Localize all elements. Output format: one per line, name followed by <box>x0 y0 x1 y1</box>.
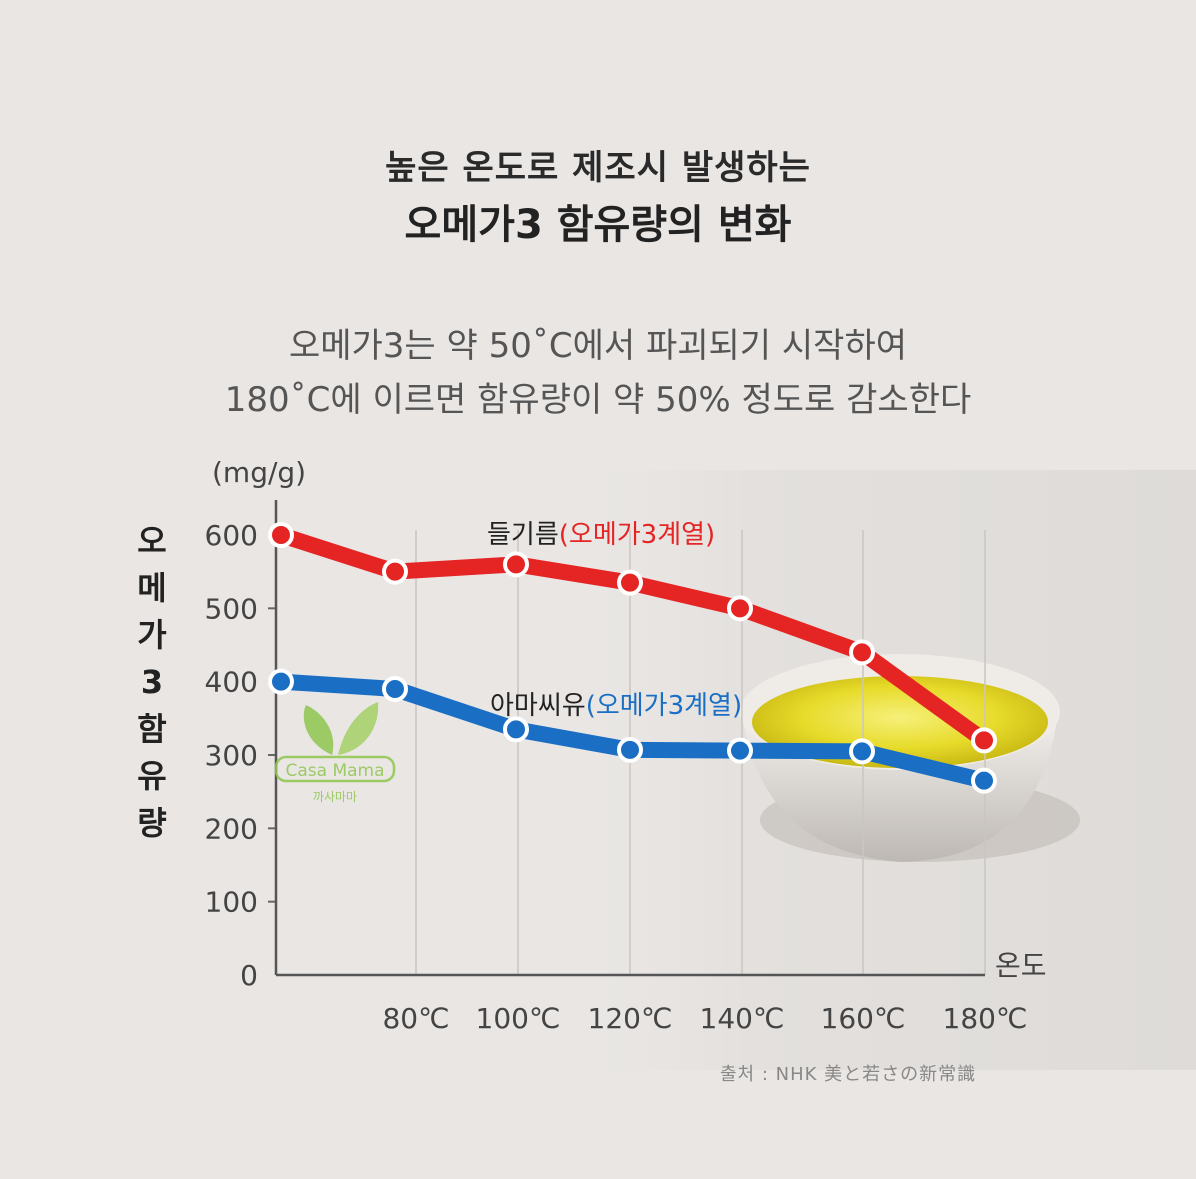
x-tick-label: 160℃ <box>821 1002 906 1035</box>
series-1-point <box>849 738 875 765</box>
watermark-sub: 까사마마 <box>313 790 357 804</box>
y-tick-label: 0 <box>240 959 258 992</box>
y-tick-label: 600 <box>205 519 258 552</box>
y-tick-label: 100 <box>205 886 258 919</box>
y-axis-title-char: 가 <box>137 616 167 654</box>
series-label-0: 들기름(오메가3계열) <box>487 520 715 550</box>
y-tick-label: 200 <box>205 812 258 845</box>
y-tick-label: 500 <box>205 592 258 625</box>
series-0-point <box>727 595 753 622</box>
x-tick-label: 100℃ <box>476 1002 561 1035</box>
series-0-point <box>971 727 997 754</box>
y-axis-title-char: 유 <box>137 757 167 795</box>
series-0-point <box>617 569 643 596</box>
series-1-point <box>617 736 643 763</box>
y-tick-label: 400 <box>205 666 258 699</box>
x-tick-label: 80℃ <box>382 1002 449 1035</box>
description-line-1: 오메가3는 약 50˚C에서 파괴되기 시작하여 <box>288 326 908 366</box>
y-axis-title-char: 3 <box>140 663 164 701</box>
series-0-point <box>268 522 294 548</box>
series-labels: 들기름(오메가3계열)아마씨유(오메가3계열) <box>487 520 742 721</box>
source-text: 출처 : NHK 美と若さの新常識 <box>720 1064 977 1085</box>
series-0-point <box>503 551 529 578</box>
series-1-point <box>727 737 753 764</box>
series-label-1: 아마씨유(오메가3계열) <box>490 691 742 721</box>
x-tick-label: 140℃ <box>700 1002 785 1035</box>
x-tick-label: 180℃ <box>943 1002 1028 1035</box>
series-0-point <box>382 558 408 585</box>
series-1-point <box>503 716 529 743</box>
unit-label: (mg/g) <box>212 456 307 489</box>
x-axis-title: 온도 <box>995 949 1047 982</box>
series-name: 들기름 <box>487 520 559 550</box>
description-line-2: 180˚C에 이르면 함유량이 약 50% 정도로 감소한다 <box>224 380 972 420</box>
series-name-suffix: (오메가3계열) <box>586 691 742 721</box>
series-name: 아마씨유 <box>490 691 586 721</box>
y-axis-title-char: 함 <box>137 710 167 748</box>
casa-mama-watermark: Casa Mama 까사마마 <box>274 702 396 804</box>
y-axis-title-char: 량 <box>137 804 167 842</box>
series-1-point <box>971 767 997 794</box>
y-tick-label: 300 <box>205 739 258 772</box>
series-lines <box>268 522 997 794</box>
tick-labels: 0 100 200 300 400 500 600 80℃ 100℃ 120℃ 140℃ 160℃ 18… <box>205 519 1047 1035</box>
series-1-point <box>382 676 408 702</box>
watermark-brand: Casa Mama <box>285 761 384 781</box>
title-line-2: 오메가3 함유량의 변화 <box>404 202 792 248</box>
x-tick-label: 120℃ <box>588 1002 673 1035</box>
series-0-point <box>849 639 875 666</box>
series-1-point <box>268 668 294 695</box>
y-axis-title-char: 오 <box>137 522 167 560</box>
series-name-suffix: (오메가3계열) <box>559 520 715 550</box>
title-line-1: 높은 온도로 제조시 발생하는 <box>385 148 811 188</box>
y-axis-title-char: 메 <box>137 569 167 607</box>
